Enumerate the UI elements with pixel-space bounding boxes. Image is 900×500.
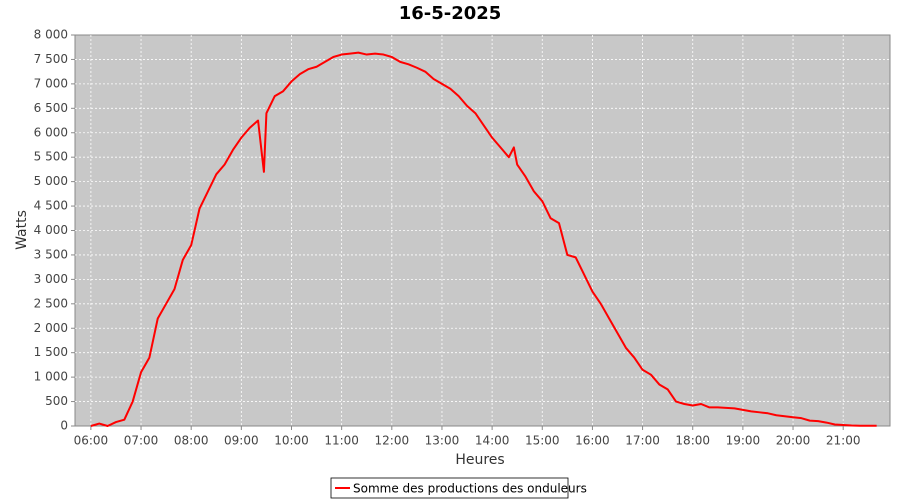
x-tick-label: 11:00 bbox=[324, 434, 359, 448]
y-tick-label: 4 500 bbox=[34, 199, 68, 213]
x-tick-label: 16:00 bbox=[575, 434, 610, 448]
x-tick-label: 08:00 bbox=[174, 434, 209, 448]
y-tick-label: 6 500 bbox=[34, 101, 68, 115]
y-tick-label: 2 000 bbox=[34, 321, 68, 335]
x-tick-label: 06:00 bbox=[74, 434, 109, 448]
y-tick-label: 1 500 bbox=[34, 345, 68, 359]
chart-title: 16-5-2025 bbox=[399, 3, 502, 24]
y-tick-label: 0 bbox=[60, 419, 68, 433]
x-tick-label: 14:00 bbox=[475, 434, 510, 448]
x-tick-label: 09:00 bbox=[224, 434, 259, 448]
x-tick-label: 13:00 bbox=[425, 434, 460, 448]
y-axis-label: Watts bbox=[14, 210, 30, 250]
legend-box bbox=[330, 477, 569, 499]
plot-area bbox=[74, 34, 891, 427]
x-tick-label: 15:00 bbox=[525, 434, 560, 448]
x-tick-label: 20:00 bbox=[776, 434, 811, 448]
y-tick-label: 5 500 bbox=[34, 150, 68, 164]
y-tick-label: 5 000 bbox=[34, 174, 68, 188]
y-tick-label: 3 000 bbox=[34, 272, 68, 286]
y-tick-label: 4 000 bbox=[34, 223, 68, 237]
line-series bbox=[90, 51, 877, 427]
x-tick-label: 07:00 bbox=[124, 434, 159, 448]
y-tick-label: 500 bbox=[45, 394, 68, 408]
y-tick-label: 7 500 bbox=[34, 52, 68, 66]
x-axis-label: Heures bbox=[455, 452, 504, 468]
y-tick-label: 8 000 bbox=[34, 28, 68, 42]
x-tick-label: 17:00 bbox=[625, 434, 660, 448]
y-tick-label: 7 000 bbox=[34, 76, 68, 90]
y-tick-label: 2 500 bbox=[34, 296, 68, 310]
x-tick-label: 18:00 bbox=[675, 434, 710, 448]
y-tick-label: 3 500 bbox=[34, 247, 68, 261]
legend-label: Somme des productions des onduleurs bbox=[353, 482, 587, 496]
x-tick-label: 21:00 bbox=[826, 434, 861, 448]
x-tick-label: 12:00 bbox=[375, 434, 410, 448]
x-tick-label: 10:00 bbox=[274, 434, 309, 448]
y-tick-label: 6 000 bbox=[34, 125, 68, 139]
x-tick-label: 19:00 bbox=[726, 434, 761, 448]
y-tick-label: 1 000 bbox=[34, 370, 68, 384]
